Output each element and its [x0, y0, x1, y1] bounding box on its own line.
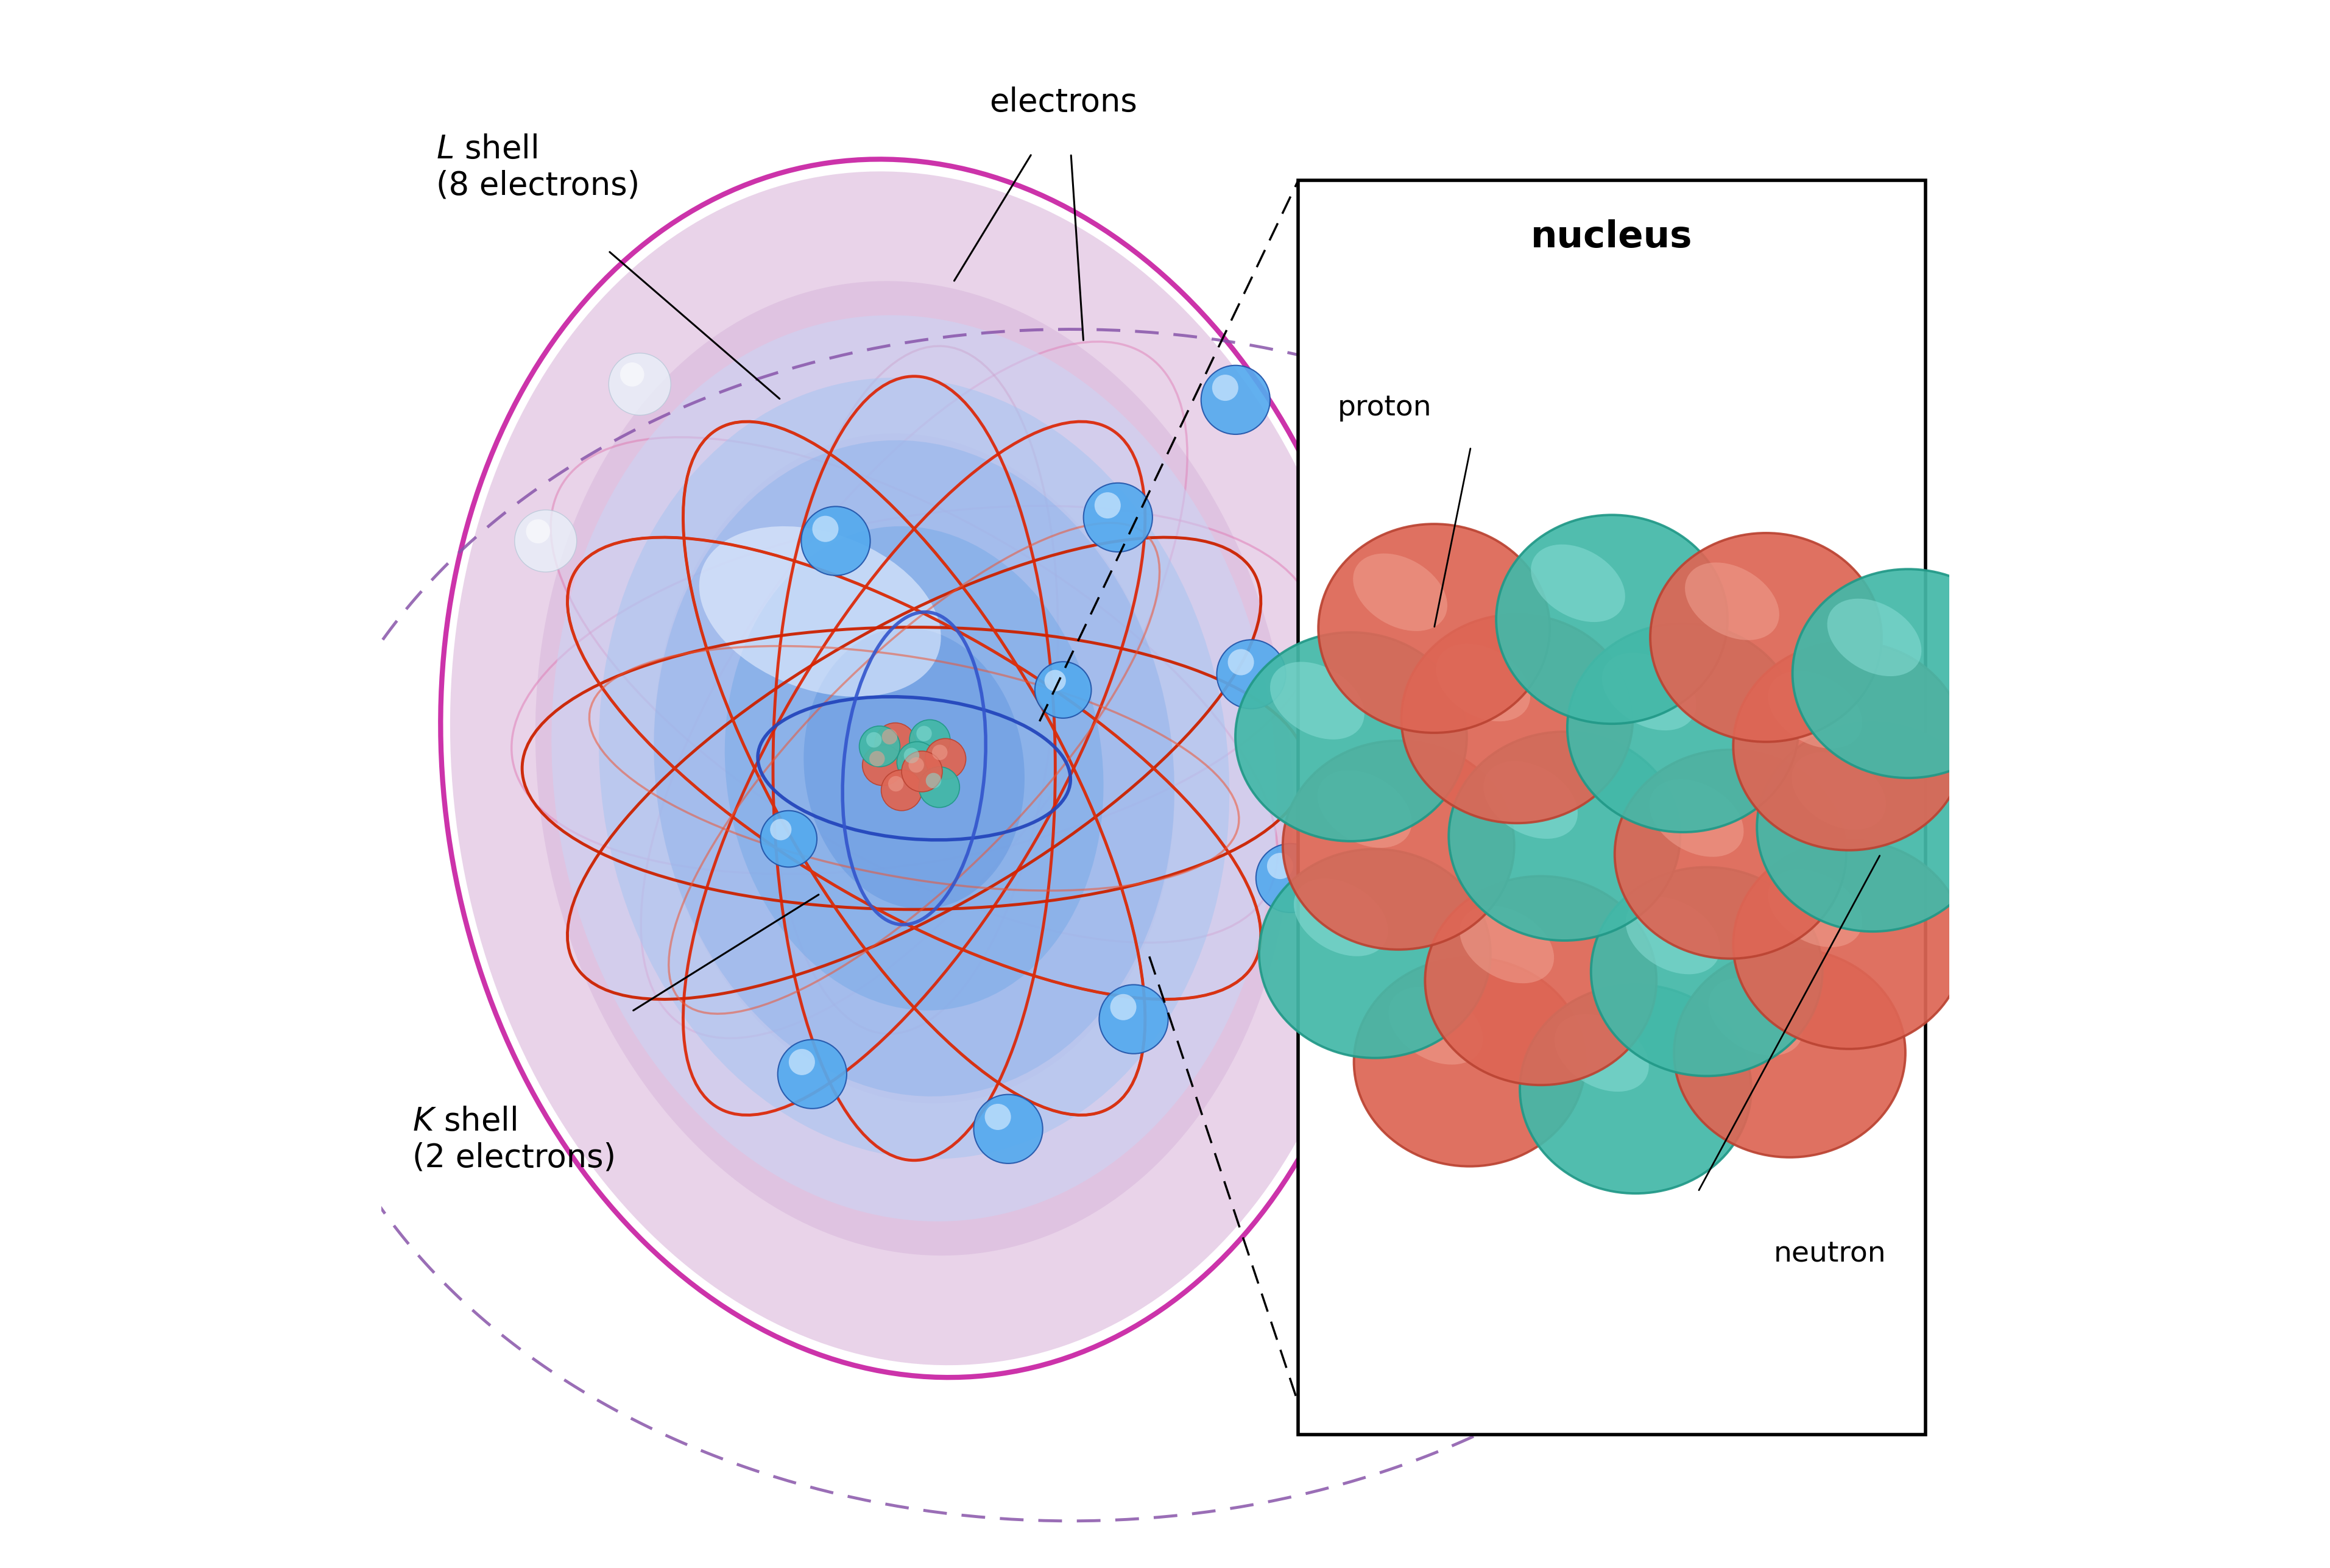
Ellipse shape	[1293, 878, 1389, 956]
Ellipse shape	[1615, 750, 1845, 958]
Circle shape	[974, 1094, 1044, 1163]
Circle shape	[769, 818, 792, 840]
Circle shape	[1228, 649, 1254, 676]
Ellipse shape	[1389, 986, 1482, 1065]
Circle shape	[1095, 492, 1121, 519]
Circle shape	[916, 726, 932, 742]
Ellipse shape	[1626, 897, 1720, 974]
Ellipse shape	[1449, 732, 1680, 941]
Circle shape	[869, 751, 885, 767]
Ellipse shape	[699, 527, 941, 696]
Circle shape	[881, 729, 897, 745]
Ellipse shape	[450, 171, 1377, 1366]
Ellipse shape	[1734, 840, 1964, 1049]
Circle shape	[813, 516, 839, 543]
Circle shape	[802, 506, 869, 575]
Circle shape	[925, 739, 967, 779]
Circle shape	[515, 510, 578, 572]
Circle shape	[897, 742, 937, 782]
Ellipse shape	[1734, 641, 1964, 850]
Ellipse shape	[1258, 850, 1491, 1058]
Ellipse shape	[1531, 544, 1624, 622]
Ellipse shape	[1685, 563, 1780, 640]
FancyBboxPatch shape	[1298, 180, 1925, 1435]
Ellipse shape	[1284, 740, 1514, 950]
Circle shape	[932, 745, 948, 760]
Circle shape	[1200, 365, 1270, 434]
Ellipse shape	[599, 378, 1230, 1159]
Ellipse shape	[536, 281, 1293, 1256]
Ellipse shape	[1270, 662, 1365, 740]
Circle shape	[902, 751, 941, 792]
Ellipse shape	[1319, 524, 1549, 732]
Text: neutron: neutron	[1773, 1240, 1887, 1269]
Circle shape	[888, 776, 904, 792]
Circle shape	[860, 726, 899, 767]
Text: electrons: electrons	[990, 86, 1137, 118]
Ellipse shape	[1591, 867, 1822, 1076]
Ellipse shape	[725, 527, 1104, 1010]
Circle shape	[620, 362, 643, 387]
Circle shape	[1268, 853, 1293, 880]
Ellipse shape	[804, 627, 1025, 909]
Ellipse shape	[1554, 1014, 1650, 1091]
Ellipse shape	[1827, 599, 1922, 676]
Circle shape	[760, 811, 818, 867]
Circle shape	[986, 1104, 1011, 1131]
Circle shape	[909, 757, 925, 773]
Ellipse shape	[1673, 949, 1906, 1157]
Text: proton: proton	[1337, 394, 1431, 422]
Circle shape	[1216, 640, 1286, 709]
Ellipse shape	[1757, 723, 1987, 931]
Ellipse shape	[552, 315, 1277, 1221]
Circle shape	[608, 353, 671, 416]
Text: $L$ shell
(8 electrons): $L$ shell (8 electrons)	[436, 133, 638, 202]
Circle shape	[904, 748, 920, 764]
Circle shape	[1035, 662, 1090, 718]
Circle shape	[881, 770, 923, 811]
Ellipse shape	[1400, 615, 1633, 823]
Ellipse shape	[1792, 569, 2025, 778]
Circle shape	[1256, 844, 1326, 913]
Circle shape	[778, 1040, 846, 1109]
Circle shape	[1212, 375, 1237, 401]
Ellipse shape	[1459, 906, 1554, 983]
Circle shape	[862, 745, 904, 786]
Ellipse shape	[1426, 877, 1657, 1085]
Circle shape	[1044, 670, 1065, 691]
Ellipse shape	[1708, 978, 1803, 1055]
Ellipse shape	[1603, 652, 1696, 731]
Circle shape	[925, 773, 941, 789]
Ellipse shape	[1650, 533, 1883, 742]
Ellipse shape	[1354, 958, 1584, 1167]
Ellipse shape	[1235, 632, 1468, 840]
Ellipse shape	[1768, 671, 1862, 748]
Ellipse shape	[1496, 514, 1727, 724]
Ellipse shape	[1650, 779, 1743, 856]
Circle shape	[1100, 985, 1167, 1054]
Circle shape	[1109, 994, 1137, 1021]
Ellipse shape	[1568, 624, 1799, 833]
Ellipse shape	[655, 433, 1174, 1104]
Ellipse shape	[1435, 644, 1531, 721]
Ellipse shape	[1792, 753, 1885, 829]
Circle shape	[918, 767, 960, 808]
Ellipse shape	[1484, 760, 1577, 839]
Circle shape	[527, 519, 550, 544]
Circle shape	[790, 1049, 815, 1076]
Ellipse shape	[1354, 554, 1447, 630]
Circle shape	[1083, 483, 1153, 552]
Text: nucleus: nucleus	[1531, 220, 1692, 256]
Circle shape	[909, 720, 951, 760]
Circle shape	[876, 723, 916, 764]
Ellipse shape	[655, 441, 1174, 1096]
Ellipse shape	[1519, 985, 1752, 1193]
Ellipse shape	[1316, 770, 1412, 848]
Ellipse shape	[1768, 870, 1862, 947]
Circle shape	[867, 732, 881, 748]
Text: $K$ shell
(2 electrons): $K$ shell (2 electrons)	[412, 1105, 615, 1174]
